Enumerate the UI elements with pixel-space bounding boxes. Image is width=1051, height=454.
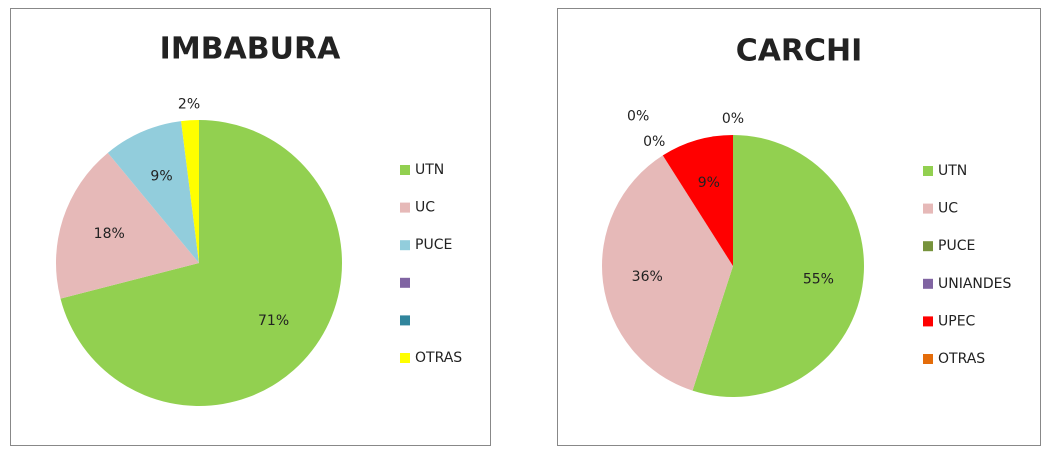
data-label: 9%	[150, 168, 172, 184]
legend-swatch	[400, 165, 410, 175]
legend-swatch	[400, 277, 410, 288]
pie-slice	[692, 135, 864, 397]
pie-slice	[107, 121, 199, 263]
data-label: 0%	[643, 134, 665, 150]
legend-swatch	[923, 316, 933, 327]
chart-title: CARCHI	[736, 34, 863, 69]
legend-label: UTN	[938, 163, 967, 179]
legend-label: OTRAS	[415, 350, 462, 366]
legend-label: OTRAS	[938, 351, 985, 367]
legend-label: UNIANDES	[938, 276, 1012, 292]
pie-slice	[60, 120, 342, 406]
legend-label: UTN	[415, 162, 444, 178]
data-label: 71%	[258, 313, 289, 329]
data-label: 18%	[94, 226, 125, 242]
legend-label: UC	[415, 200, 435, 216]
pie-slice	[602, 155, 733, 391]
data-label: 55%	[803, 272, 834, 288]
data-label: 0%	[627, 109, 649, 125]
data-label: 36%	[632, 269, 663, 285]
legend-swatch	[923, 354, 933, 364]
legend-swatch	[923, 166, 933, 176]
legend-label: UPEC	[938, 313, 976, 329]
legend-swatch	[400, 353, 410, 363]
legend-swatch	[400, 240, 410, 251]
legend-label: PUCE	[415, 237, 452, 253]
pie-slice	[181, 120, 199, 263]
legend-label: UC	[938, 201, 958, 217]
data-label: 2%	[178, 96, 200, 112]
legend-swatch	[400, 315, 410, 326]
data-label: 0%	[722, 111, 744, 127]
pie-slice	[662, 135, 733, 266]
legend-swatch	[400, 202, 410, 213]
chart-title: IMBABURA	[160, 32, 341, 67]
legend-swatch	[923, 241, 933, 252]
pie-slice	[56, 152, 200, 299]
legend-label: PUCE	[938, 238, 975, 254]
data-label: 9%	[698, 175, 720, 191]
legend-swatch	[923, 203, 933, 214]
legend-swatch	[923, 278, 933, 289]
